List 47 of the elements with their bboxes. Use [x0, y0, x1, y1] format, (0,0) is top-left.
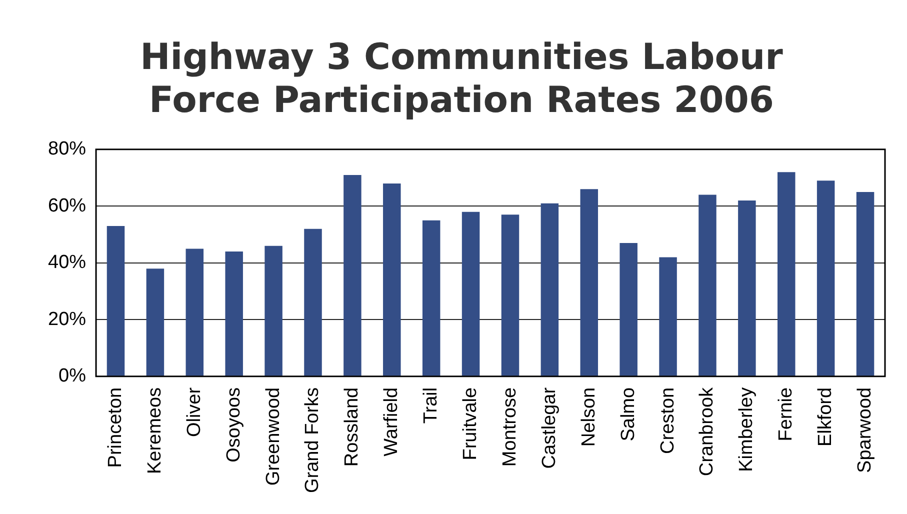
text: Force Participation Rates 2006	[149, 80, 774, 122]
y-tick-label: 40%	[48, 252, 86, 274]
bar	[462, 212, 480, 376]
y-tick-label: 0%	[58, 366, 86, 387]
bar	[344, 174, 362, 376]
bar	[580, 189, 598, 376]
x-tick-label: Oliver	[184, 386, 205, 438]
bar	[620, 243, 638, 376]
bar	[540, 203, 559, 376]
x-tick-label: Nelson	[578, 387, 600, 447]
x-tick-label: Elkford	[815, 387, 836, 447]
bar	[304, 228, 322, 376]
text: Highway 3 Communities Labour	[140, 36, 783, 78]
x-tick-label: Sparwood	[854, 387, 876, 473]
bar	[856, 192, 874, 376]
x-tick-label: Rossland	[342, 387, 363, 467]
bar	[738, 200, 756, 376]
bar	[146, 268, 164, 376]
bar	[225, 252, 243, 376]
bar	[659, 257, 677, 376]
bar	[422, 220, 440, 376]
bar	[383, 183, 401, 376]
bar	[698, 194, 716, 376]
bar	[264, 246, 282, 376]
bar	[186, 248, 204, 376]
x-tick-label: Keremeos	[144, 387, 166, 474]
x-tick-label: Montrose	[499, 387, 520, 467]
x-tick-label: Salmo	[618, 387, 639, 442]
bar	[778, 172, 796, 376]
x-tick-label: Trail	[420, 387, 442, 424]
bar	[816, 180, 835, 376]
y-tick-label: 80%	[48, 138, 86, 160]
x-tick-label: Fruitvale	[460, 387, 482, 460]
x-tick-label: Warfield	[381, 387, 402, 456]
x-tick-label: Grand Forks	[302, 387, 324, 494]
x-tick-label: Creston	[657, 387, 678, 454]
x-tick-label: Cranbrook	[696, 386, 718, 476]
x-tick-label: Fernie	[776, 387, 797, 442]
x-tick-label: Greenwood	[262, 387, 284, 486]
y-tick-label: 60%	[48, 195, 86, 216]
x-tick-label: Castlegar	[538, 386, 560, 469]
y-tick-label: 20%	[48, 308, 86, 330]
bar	[501, 214, 520, 376]
bar	[106, 226, 125, 376]
x-tick-label: Osoyoos	[223, 387, 244, 462]
x-tick-label: Kimberley	[736, 386, 758, 472]
x-tick-label: Princeton	[104, 387, 126, 468]
